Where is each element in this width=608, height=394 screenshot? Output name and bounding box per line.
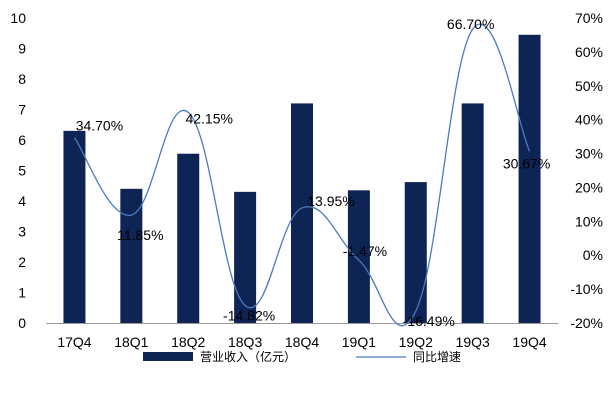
y-left-axis: 0 1 2 3 4 5 6 7 8 9 10 (10, 10, 26, 331)
growth-label: -16.49% (403, 313, 455, 329)
y-right-tick: 40% (575, 112, 603, 128)
growth-label: 66.70% (447, 16, 494, 32)
bar-18Q3 (234, 191, 257, 323)
x-tick: 19Q4 (512, 334, 546, 350)
bar-18Q1 (120, 188, 143, 323)
growth-label: -14.82% (223, 307, 275, 323)
y-right-tick: 0% (583, 247, 603, 263)
x-tick: 18Q2 (171, 334, 205, 350)
y-right-tick: -20% (570, 315, 603, 331)
bar-18Q4 (291, 103, 313, 324)
y-left-tick: 6 (18, 132, 26, 148)
y-right-tick: 20% (575, 179, 603, 195)
bar-19Q4 (518, 34, 541, 324)
legend: 营业收入（亿元） 同比增速 (143, 349, 461, 364)
growth-label: 30.67% (503, 155, 550, 171)
y-right-tick: 50% (575, 78, 603, 94)
x-tick: 18Q4 (285, 334, 319, 350)
data-labels: 34.70% 11.85% 42.15% -14.82% 13.95% -1.47% -16… (76, 16, 551, 329)
x-axis: 17Q4 18Q1 18Q2 18Q3 18Q4 19Q1 19Q2 19Q3 19Q4 (57, 334, 547, 350)
bar-19Q1 (347, 190, 370, 323)
y-left-tick: 8 (18, 71, 26, 87)
x-tick: 19Q2 (399, 334, 433, 350)
bar-19Q2 (404, 182, 427, 323)
growth-label: 42.15% (185, 110, 232, 126)
growth-label: -1.47% (343, 243, 387, 259)
y-left-tick: 1 (18, 285, 26, 301)
bar-17Q4 (63, 130, 86, 323)
bar-series (63, 34, 541, 324)
legend-bar-label: 营业收入（亿元） (200, 349, 296, 364)
growth-label: 34.70% (76, 118, 123, 134)
y-right-axis: -20% -10% 0% 10% 20% 30% 40% 50% 60% 70% (570, 10, 603, 331)
legend-line-label: 同比增速 (413, 350, 461, 364)
x-tick: 19Q1 (342, 334, 376, 350)
bar-19Q3 (461, 103, 484, 324)
x-tick: 17Q4 (57, 334, 91, 350)
legend-bar-swatch (143, 352, 193, 361)
y-right-tick: 70% (575, 10, 603, 26)
y-left-tick: 7 (18, 102, 26, 118)
y-left-tick: 9 (18, 41, 26, 57)
y-right-tick: 60% (575, 44, 603, 60)
y-left-tick: 2 (18, 254, 26, 270)
y-left-tick: 5 (18, 163, 26, 179)
y-right-tick: 30% (575, 146, 603, 162)
x-tick: 18Q1 (114, 334, 148, 350)
bar-18Q2 (177, 153, 200, 323)
growth-line (73, 23, 531, 327)
y-right-tick: 10% (575, 213, 603, 229)
growth-label: 13.95% (307, 193, 354, 209)
y-left-tick: 3 (18, 224, 26, 240)
y-left-tick: 10 (10, 10, 26, 26)
y-left-tick: 4 (18, 193, 26, 209)
growth-label: 11.85% (117, 227, 163, 243)
y-right-tick: -10% (570, 281, 603, 297)
x-tick: 19Q3 (456, 334, 490, 350)
x-tick: 18Q3 (228, 334, 262, 350)
y-left-tick: 0 (18, 315, 26, 331)
